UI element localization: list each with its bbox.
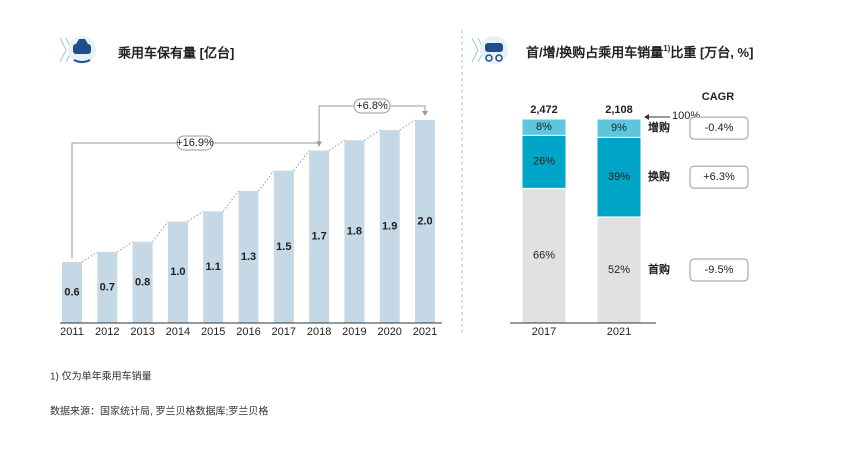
footnote: 1) 仅为单年乘用车销量: [50, 370, 152, 383]
connector: [399, 119, 416, 131]
data-label: 0.6: [64, 286, 79, 298]
cagr-box: [689, 165, 749, 189]
bar: [238, 191, 259, 323]
data-label: 1.9: [382, 220, 397, 232]
annotation: +6.8%: [356, 100, 388, 112]
connector: [81, 251, 98, 263]
x-tick-label: 2013: [130, 326, 154, 338]
data-label: 39%: [608, 171, 630, 183]
title-part: 比重 [万台, %]: [670, 45, 753, 60]
title-part: 首/增/换购占乘用车销量: [526, 45, 663, 60]
cagr-title: CAGR: [702, 91, 734, 103]
data-label: 0.7: [100, 281, 115, 293]
arrow-head: [644, 114, 649, 120]
x-tick-label: 2014: [166, 326, 190, 338]
legend-label: 换购: [648, 169, 670, 183]
bar-segment: [596, 136, 642, 218]
bar: [273, 170, 294, 323]
data-label: 9%: [611, 122, 627, 134]
connector: [187, 210, 204, 222]
bar-segment: [521, 118, 567, 136]
cagr-value: +6.3%: [703, 171, 735, 183]
x-tick-label: 2016: [236, 326, 260, 338]
bar: [344, 140, 365, 323]
x-tick-label: 2019: [342, 326, 366, 338]
legend-label: 首购: [648, 262, 670, 276]
cagr-box: [689, 258, 749, 282]
data-label: 0.8: [135, 276, 150, 288]
x-tick-label: 2017: [532, 326, 556, 338]
data-label: 66%: [533, 250, 555, 262]
bar: [415, 120, 435, 323]
cagr-box: [689, 116, 749, 140]
chart-title: 乘用车保有量 [亿台]: [117, 45, 234, 60]
connector: [152, 221, 169, 243]
connector: [222, 190, 239, 212]
x-tick-label: 2020: [377, 326, 401, 338]
cagr-value: -9.5%: [705, 264, 734, 276]
footnote: 数据来源：国家统计局, 罗兰贝格数据库;罗兰贝格: [50, 405, 268, 418]
icon: [59, 36, 96, 64]
data-label: 8%: [536, 121, 552, 133]
annotation-box: [353, 98, 391, 114]
connector: [258, 170, 275, 192]
bar: [379, 130, 400, 323]
icon: [471, 36, 508, 64]
bar: [97, 251, 118, 323]
connector: [293, 150, 310, 172]
bar-segment: [521, 187, 567, 324]
cagr-value: -0.4%: [705, 122, 734, 134]
title-superscript: 1): [663, 44, 670, 53]
x-tick-label: 2012: [95, 326, 119, 338]
bar-segment: [521, 134, 567, 189]
annotation: +16.9%: [176, 137, 214, 149]
connector: [117, 241, 133, 253]
data-label: 2.0: [417, 215, 432, 227]
data-label: 52%: [608, 264, 630, 276]
total-label: 2,108: [605, 104, 633, 116]
data-label: 1.3: [241, 251, 256, 263]
x-tick-label: 2011: [60, 326, 84, 338]
total-label: 2,472: [530, 104, 558, 116]
bar: [203, 211, 224, 323]
x-tick-label: 2021: [607, 326, 631, 338]
bar: [132, 241, 153, 323]
bar: [309, 150, 330, 323]
data-label: 1.5: [276, 241, 291, 253]
data-label: 26%: [533, 156, 555, 168]
bar: [62, 262, 82, 323]
x-tick-label: 2018: [307, 326, 331, 338]
data-label: 1.7: [311, 231, 326, 243]
connector: [364, 129, 380, 141]
data-label: 1.1: [206, 261, 221, 273]
connector: [328, 139, 345, 151]
bar-segment: [596, 216, 642, 324]
x-tick-label: 2021: [413, 326, 437, 338]
x-tick-label: 2015: [201, 326, 225, 338]
chart-title: 首/增/换购占乘用车销量1)比重 [万台, %]: [526, 44, 753, 60]
x-tick-label: 2017: [272, 326, 296, 338]
data-label: 1.8: [347, 226, 362, 238]
arrow-head: [422, 111, 428, 116]
bar-segment: [596, 118, 642, 138]
bar: [167, 221, 188, 323]
data-label: 1.0: [170, 266, 185, 278]
annotation-box: [176, 135, 214, 151]
legend-label: 增购: [648, 120, 670, 134]
